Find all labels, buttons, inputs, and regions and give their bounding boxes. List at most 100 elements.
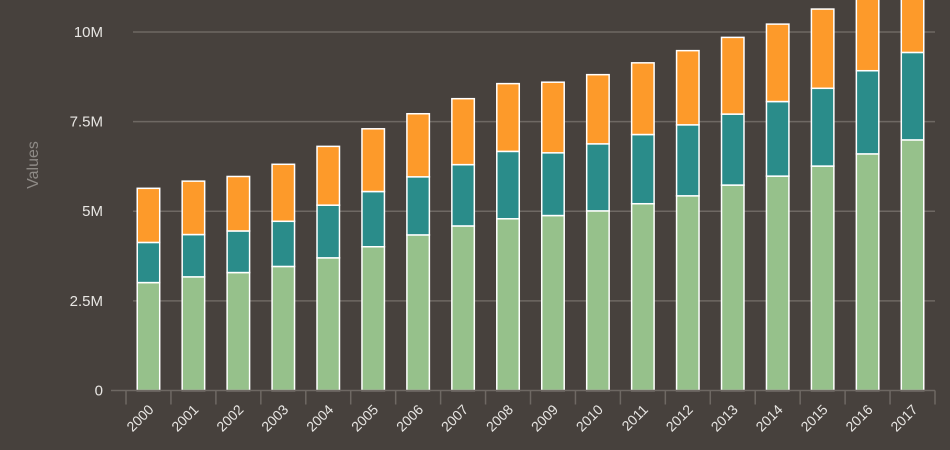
bar-segment-series-1[interactable] [181, 276, 206, 392]
bar-segment-series-3[interactable] [451, 97, 476, 166]
bar-segment-series-2[interactable] [451, 163, 476, 227]
bar-segment-series-1[interactable] [451, 225, 476, 392]
bar-segment-series-1[interactable] [226, 271, 251, 392]
bar-stack-2014 [765, 23, 790, 392]
bar-stack-2007 [451, 97, 476, 392]
bar-segment-series-3[interactable] [226, 175, 251, 232]
bar-segment-series-3[interactable] [675, 49, 700, 126]
bar-segment-series-3[interactable] [406, 112, 431, 178]
bar-segment-series-2[interactable] [271, 220, 296, 268]
y-tick-label: 7.5M [70, 114, 103, 131]
y-tick-label: 0 [95, 382, 103, 399]
bar-segment-series-3[interactable] [181, 180, 206, 236]
x-tick-label: 2000 [123, 401, 156, 434]
bar-segment-series-3[interactable] [810, 8, 835, 90]
bar-segment-series-3[interactable] [855, 0, 880, 72]
x-tick-label: 2015 [797, 401, 830, 434]
x-tick-label: 2011 [618, 401, 651, 434]
bar-segment-series-3[interactable] [630, 62, 655, 136]
bar-stack-2016 [855, 0, 880, 392]
x-tick-label: 2008 [483, 401, 516, 434]
bar-segment-series-2[interactable] [136, 241, 161, 284]
bar-segment-series-3[interactable] [496, 82, 521, 153]
bar-segment-series-2[interactable] [675, 124, 700, 197]
bar-segment-series-3[interactable] [765, 23, 790, 103]
bar-stack-2013 [720, 36, 745, 392]
x-tick-label: 2001 [168, 401, 201, 434]
bar-stack-2005 [361, 128, 386, 392]
bar-segment-series-2[interactable] [900, 51, 925, 141]
bar-stack-2011 [630, 62, 655, 392]
bar-stack-2015 [810, 8, 835, 392]
y-tick-label: 5M [82, 203, 103, 220]
bar-segment-series-1[interactable] [810, 165, 835, 392]
bar-segment-series-1[interactable] [855, 153, 880, 392]
bar-stack-2006 [406, 112, 431, 392]
bar-segment-series-2[interactable] [720, 113, 745, 186]
bar-segment-series-1[interactable] [540, 214, 565, 392]
bar-segment-series-1[interactable] [361, 245, 386, 392]
bar-segment-series-2[interactable] [630, 133, 655, 205]
bar-segment-series-1[interactable] [406, 234, 431, 392]
x-tick-label: 2004 [303, 401, 336, 434]
bar-segment-series-1[interactable] [720, 184, 745, 392]
bar-segment-series-2[interactable] [855, 69, 880, 155]
x-tick-label: 2016 [842, 401, 875, 434]
bar-segment-series-3[interactable] [900, 0, 925, 54]
bar-stack-2012 [675, 49, 700, 392]
bar-stack-2003 [271, 163, 296, 392]
bar-segment-series-1[interactable] [136, 281, 161, 392]
bar-segment-series-2[interactable] [181, 233, 206, 278]
x-tick-label: 2007 [438, 401, 471, 434]
bar-segment-series-1[interactable] [585, 210, 610, 392]
bar-segment-series-3[interactable] [136, 187, 161, 244]
x-tick-label: 2010 [573, 401, 606, 434]
bar-segment-series-1[interactable] [271, 265, 296, 392]
bar-segment-series-2[interactable] [585, 143, 610, 212]
bar-segment-series-3[interactable] [316, 145, 341, 206]
bar-segment-series-1[interactable] [496, 218, 521, 392]
x-tick-label: 2017 [887, 401, 920, 434]
bar-segment-series-1[interactable] [675, 195, 700, 392]
x-tick-label: 2003 [258, 401, 291, 434]
x-tick-label: 2012 [663, 401, 696, 434]
grid-lines [133, 31, 935, 302]
bar-segment-series-2[interactable] [406, 176, 431, 236]
bar-segment-series-3[interactable] [585, 73, 610, 145]
bar-segment-series-2[interactable] [316, 204, 341, 259]
bar-segment-series-2[interactable] [540, 152, 565, 217]
bars [136, 0, 925, 392]
y-tick-label: 10M [74, 24, 103, 41]
x-tick-label: 2006 [393, 401, 426, 434]
bar-stack-2000 [136, 187, 161, 392]
x-tick-label: 2013 [708, 401, 741, 434]
bar-segment-series-1[interactable] [630, 202, 655, 392]
y-tick-label: 2.5M [70, 293, 103, 310]
bar-segment-series-3[interactable] [720, 36, 745, 115]
bar-segment-series-3[interactable] [540, 81, 565, 154]
bar-stack-2001 [181, 180, 206, 392]
bar-segment-series-2[interactable] [810, 87, 835, 167]
x-tick-label: 2009 [528, 401, 561, 434]
bar-stack-2002 [226, 175, 251, 392]
bar-stack-2010 [585, 73, 610, 392]
x-tick-label: 2002 [213, 401, 246, 434]
bar-segment-series-1[interactable] [765, 175, 790, 392]
bar-stack-2017 [900, 0, 925, 392]
x-tick-label: 2005 [348, 401, 381, 434]
bar-segment-series-2[interactable] [361, 190, 386, 248]
y-axis-title: Values [25, 141, 42, 189]
bar-segment-series-3[interactable] [271, 163, 296, 223]
y-axis: 0 2.5M 5M 7.5M 10M [70, 24, 103, 400]
bar-segment-series-2[interactable] [226, 230, 251, 274]
bar-segment-series-2[interactable] [765, 100, 790, 177]
bar-segment-series-1[interactable] [316, 257, 341, 392]
bar-segment-series-2[interactable] [496, 150, 521, 220]
bar-stack-2009 [540, 81, 565, 392]
bar-segment-series-1[interactable] [900, 139, 925, 392]
x-tick-label: 2014 [752, 401, 785, 434]
bar-segment-series-3[interactable] [361, 128, 386, 193]
bar-stack-2008 [496, 82, 521, 392]
x-axis: 2000 2001 2002 2003 2004 2005 2006 2007 2008 2009… [111, 389, 936, 435]
